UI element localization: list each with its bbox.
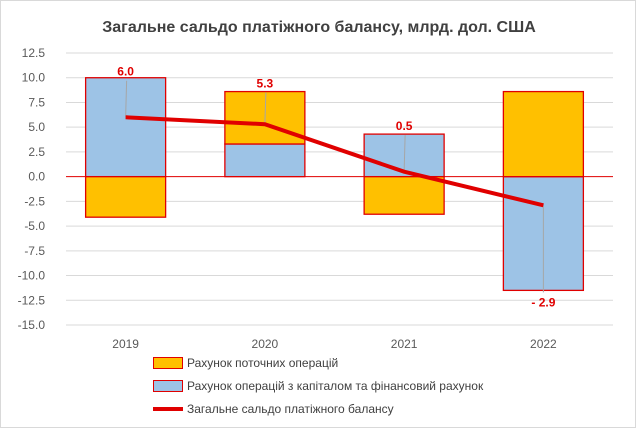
x-tick-label: 2021 — [391, 337, 418, 351]
y-tick-label: -12.5 — [18, 293, 46, 307]
legend-swatch-current — [153, 357, 183, 369]
legend-item-capital: Рахунок операцій з капіталом та фінансов… — [153, 379, 483, 393]
y-tick-label: -15.0 — [18, 318, 46, 332]
line-total — [126, 117, 544, 205]
legend-label: Рахунок операцій з капіталом та фінансов… — [187, 379, 483, 393]
bar-2019 — [86, 177, 166, 218]
bar-2022 — [503, 92, 583, 177]
bar-2021 — [364, 177, 444, 215]
y-tick-label: -7.5 — [24, 244, 45, 258]
legend-label: Загальне сальдо платіжного балансу — [187, 402, 394, 416]
x-tick-label: 2020 — [252, 337, 279, 351]
y-tick-label: 5.0 — [28, 120, 45, 134]
legend-item-total: Загальне сальдо платіжного балансу — [153, 402, 394, 416]
data-label: - 2.9 — [531, 295, 555, 309]
y-tick-label: -2.5 — [24, 194, 45, 208]
y-tick-label: 7.5 — [28, 95, 45, 109]
y-tick-label: 2.5 — [28, 145, 45, 159]
y-tick-label: -10.0 — [18, 269, 46, 283]
y-tick-label: 10.0 — [22, 71, 46, 85]
data-label: 5.3 — [257, 77, 274, 91]
bar-2019 — [86, 78, 166, 177]
legend-line-total — [153, 407, 183, 411]
y-tick-label: -5.0 — [24, 219, 45, 233]
y-tick-label: 0.0 — [28, 170, 45, 184]
bar-2020 — [225, 144, 305, 177]
legend-item-current: Рахунок поточних операцій — [153, 356, 338, 370]
data-label: 0.5 — [396, 119, 413, 133]
x-tick-label: 2019 — [112, 337, 139, 351]
legend-label: Рахунок поточних операцій — [187, 356, 338, 370]
y-tick-label: 12.5 — [22, 46, 46, 60]
legend-swatch-capital — [153, 380, 183, 392]
data-label: 6.0 — [117, 65, 134, 79]
x-tick-label: 2022 — [530, 337, 557, 351]
